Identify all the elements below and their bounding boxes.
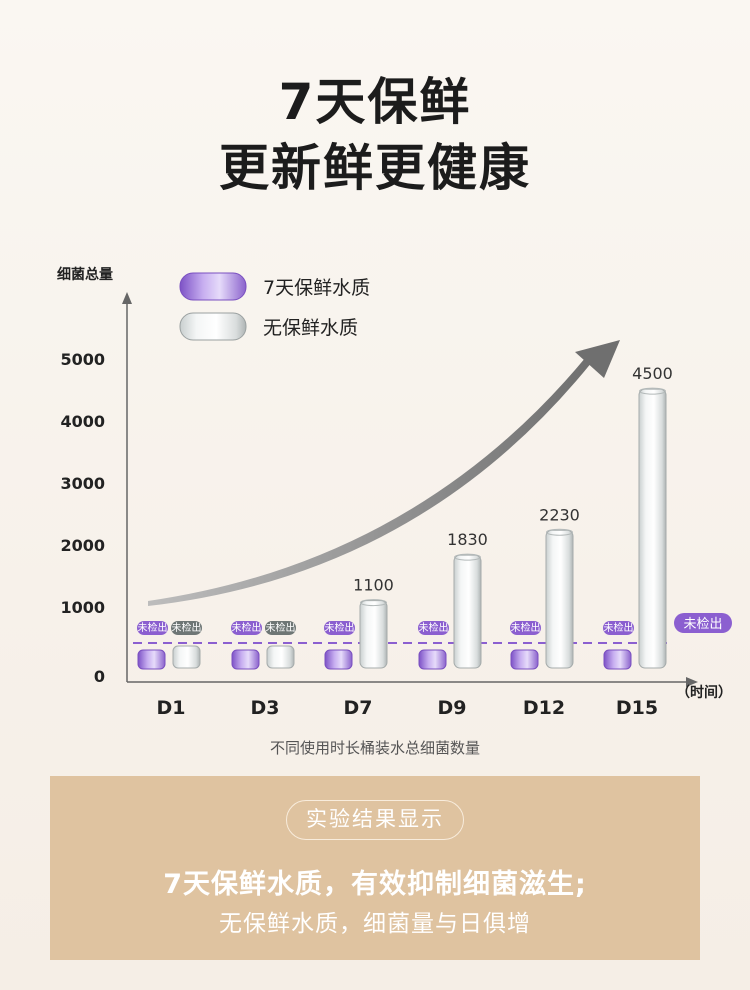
bar-plain-badge: [171, 621, 202, 635]
y-tick-label: 1000: [60, 598, 105, 617]
conclusion-line-2: 无保鲜水质，细菌量与日俱增: [219, 911, 531, 937]
bar-fresh: [603, 649, 632, 670]
bar-plain: [359, 600, 388, 669]
chart-caption: 不同使用时长桶装水总细菌数量: [269, 739, 480, 757]
legend-label-fresh: 7天保鲜水质: [263, 277, 370, 299]
y-tick-label: 4000: [60, 412, 105, 431]
bar-fresh: [510, 649, 539, 670]
bar-fresh-label: 未检出: [511, 621, 541, 634]
result-pill: 实验结果显示: [286, 800, 464, 840]
bar-plain-value-label: 1100: [353, 576, 394, 595]
trend-arrow-shaft: [148, 357, 592, 606]
bar-plain-value-label: 1830: [447, 530, 488, 549]
x-tick-label: D7: [344, 697, 373, 719]
bar-plain: [638, 388, 667, 669]
detection-limit-badge: [674, 613, 732, 633]
bar-fresh-badge: [603, 621, 634, 635]
x-axis-label: （时间）: [676, 684, 732, 701]
bar-fresh-badge: [324, 621, 355, 635]
x-tick-label: D12: [523, 697, 565, 719]
y-tick-label: 0: [94, 667, 105, 686]
detection-limit-label: 未检出: [683, 617, 722, 632]
bar-plain: [545, 529, 574, 669]
legend-swatch-purple: [179, 272, 247, 301]
bar-plain-rim: [454, 553, 481, 561]
bar-fresh: [418, 649, 447, 670]
bar-plain-value-label: 4500: [632, 364, 673, 383]
bar-fresh-badge: [137, 621, 168, 635]
headline-line-1: 7天保鲜: [278, 73, 472, 131]
bar-plain-label: 未检出: [172, 621, 202, 634]
bar-fresh-badge: [231, 621, 262, 635]
bar-plain: [172, 645, 201, 669]
bar-fresh-label: 未检出: [604, 621, 634, 634]
legend-swatch-clear: [179, 312, 247, 341]
bar-plain: [266, 645, 295, 669]
bar-plain-badge: [265, 621, 296, 635]
x-tick-label: D15: [616, 697, 658, 719]
bar-plain-rim: [639, 387, 666, 395]
bar-fresh: [137, 649, 166, 670]
y-axis-label: 细菌总量: [57, 266, 113, 283]
x-tick-label: D3: [251, 697, 280, 719]
y-axis-arrow: [122, 292, 132, 304]
legend: 7天保鲜水质 无保鲜水质: [179, 272, 370, 341]
y-tick-label: 2000: [60, 536, 105, 555]
x-axis-arrow: [686, 677, 698, 687]
y-tick-label: 3000: [60, 474, 105, 493]
headline-line-2: 更新鲜更健康: [219, 139, 531, 197]
bar-fresh-badge: [418, 621, 449, 635]
bar-plain-value-label: 2230: [539, 505, 580, 524]
bar-plain-rim: [360, 599, 387, 607]
x-tick-label: D1: [157, 697, 186, 719]
bar-fresh-label: 未检出: [232, 621, 262, 634]
bacteria-chart: 细菌总量 （时间） 7天保鲜水质 无保鲜水质 0 1000 2000 3000 4000…: [57, 266, 732, 719]
trend-arrow-head: [575, 340, 620, 378]
x-tick-label: D9: [438, 697, 467, 719]
result-panel: 实验结果显示 7天保鲜水质，有效抑制细菌滋生; 无保鲜水质，细菌量与日俱增: [50, 776, 700, 960]
bar-plain-label: 未检出: [266, 621, 296, 634]
y-tick-label: 5000: [60, 350, 105, 369]
bar-fresh-label: 未检出: [138, 621, 168, 634]
conclusion-line-1: 7天保鲜水质，有效抑制细菌滋生;: [163, 869, 587, 900]
bar-fresh: [231, 649, 260, 670]
bar-plain: [453, 554, 482, 669]
bar-fresh-label: 未检出: [325, 621, 355, 634]
legend-label-plain: 无保鲜水质: [263, 317, 358, 339]
bar-plain-rim: [546, 528, 573, 536]
bar-fresh-label: 未检出: [419, 621, 449, 634]
bar-fresh: [324, 649, 353, 670]
bar-fresh-badge: [510, 621, 541, 635]
